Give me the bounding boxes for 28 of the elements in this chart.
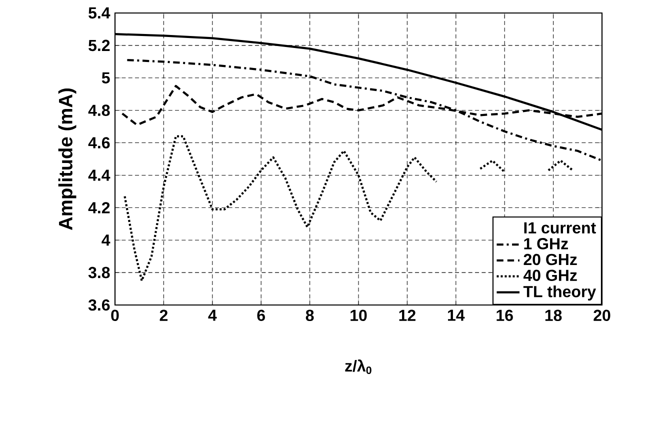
legend-label: 20 GHz	[524, 254, 577, 266]
legend-label: TL theory	[523, 286, 596, 300]
legend-label: 1 GHz	[524, 238, 568, 250]
legend-title: I1 current	[524, 222, 596, 234]
y-tick-label: 5	[102, 72, 110, 84]
x-tick-label: 16	[496, 310, 513, 322]
x-tick-label: 10	[350, 310, 367, 322]
x-tick-label: 14	[448, 310, 465, 321]
x-tick-label: 6	[257, 310, 265, 322]
y-tick-label: 4.8	[88, 104, 110, 116]
x-tick-label: 0	[111, 310, 119, 322]
y-tick-label: 4.6	[88, 137, 110, 148]
y-tick-label: 4.2	[88, 202, 110, 214]
x-tick-label: 12	[399, 310, 416, 321]
y-tick-label: 3.6	[88, 299, 110, 311]
y-tick-label: 3.8	[88, 266, 110, 278]
y-tick-label: 4.4	[88, 170, 110, 181]
x-axis-title: z/λ$_{0}$	[345, 360, 372, 374]
y-tick-label: 5.4	[88, 7, 110, 19]
y-tick-label: 5.2	[88, 40, 110, 52]
x-tick-label: 2	[160, 310, 168, 321]
legend-label: 40 GHz	[523, 270, 577, 282]
y-axis-title: Amplitude (mA)	[58, 88, 76, 230]
x-tick-label: 18	[545, 310, 562, 322]
y-tick-label: 4	[102, 234, 110, 246]
x-tick-label: 4	[208, 310, 217, 321]
x-tick-label: 20	[594, 310, 610, 322]
x-tick-label: 8	[306, 310, 314, 322]
